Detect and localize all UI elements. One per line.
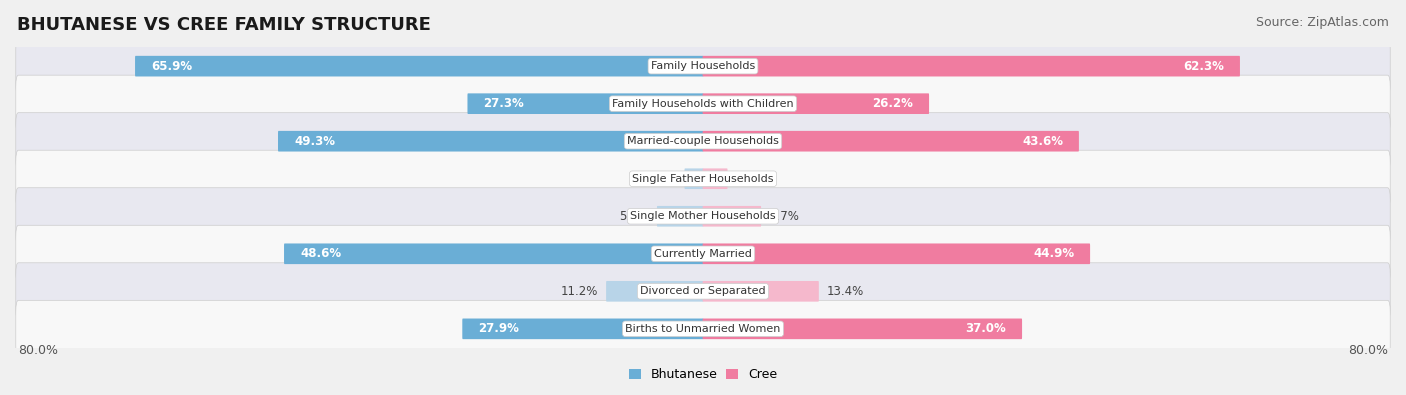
- Text: 5.3%: 5.3%: [619, 210, 648, 223]
- FancyBboxPatch shape: [15, 75, 1391, 132]
- Text: Divorced or Separated: Divorced or Separated: [640, 286, 766, 296]
- FancyBboxPatch shape: [703, 206, 761, 227]
- Text: 2.8%: 2.8%: [735, 172, 765, 185]
- FancyBboxPatch shape: [703, 56, 1240, 77]
- FancyBboxPatch shape: [15, 150, 1391, 207]
- Text: 80.0%: 80.0%: [1347, 344, 1388, 357]
- Text: 43.6%: 43.6%: [1022, 135, 1063, 148]
- FancyBboxPatch shape: [15, 113, 1391, 170]
- FancyBboxPatch shape: [15, 38, 1391, 95]
- Text: 2.1%: 2.1%: [647, 172, 676, 185]
- FancyBboxPatch shape: [15, 225, 1391, 282]
- FancyBboxPatch shape: [278, 131, 703, 152]
- Text: Family Households: Family Households: [651, 61, 755, 71]
- Text: 49.3%: 49.3%: [294, 135, 335, 148]
- FancyBboxPatch shape: [703, 168, 727, 189]
- FancyBboxPatch shape: [15, 188, 1391, 245]
- Text: Family Households with Children: Family Households with Children: [612, 99, 794, 109]
- Text: 6.7%: 6.7%: [769, 210, 799, 223]
- Text: 48.6%: 48.6%: [299, 247, 342, 260]
- Text: Single Father Households: Single Father Households: [633, 174, 773, 184]
- FancyBboxPatch shape: [685, 168, 703, 189]
- FancyBboxPatch shape: [135, 56, 703, 77]
- FancyBboxPatch shape: [463, 318, 703, 339]
- FancyBboxPatch shape: [703, 243, 1090, 264]
- Text: BHUTANESE VS CREE FAMILY STRUCTURE: BHUTANESE VS CREE FAMILY STRUCTURE: [17, 16, 430, 34]
- Text: Single Mother Households: Single Mother Households: [630, 211, 776, 221]
- Text: 27.3%: 27.3%: [484, 97, 524, 110]
- Text: 80.0%: 80.0%: [18, 344, 59, 357]
- FancyBboxPatch shape: [467, 93, 703, 114]
- Text: Births to Unmarried Women: Births to Unmarried Women: [626, 324, 780, 334]
- FancyBboxPatch shape: [284, 243, 703, 264]
- Text: 27.9%: 27.9%: [478, 322, 519, 335]
- Text: Married-couple Households: Married-couple Households: [627, 136, 779, 146]
- Text: 26.2%: 26.2%: [872, 97, 912, 110]
- Text: Source: ZipAtlas.com: Source: ZipAtlas.com: [1256, 16, 1389, 29]
- FancyBboxPatch shape: [606, 281, 703, 302]
- Text: 13.4%: 13.4%: [827, 285, 865, 298]
- FancyBboxPatch shape: [15, 300, 1391, 357]
- Text: 37.0%: 37.0%: [966, 322, 1007, 335]
- FancyBboxPatch shape: [703, 93, 929, 114]
- FancyBboxPatch shape: [657, 206, 703, 227]
- Legend: Bhutanese, Cree: Bhutanese, Cree: [624, 363, 782, 386]
- Text: 65.9%: 65.9%: [150, 60, 193, 73]
- Text: 62.3%: 62.3%: [1182, 60, 1225, 73]
- Text: 11.2%: 11.2%: [561, 285, 598, 298]
- FancyBboxPatch shape: [703, 318, 1022, 339]
- FancyBboxPatch shape: [703, 131, 1078, 152]
- FancyBboxPatch shape: [703, 281, 818, 302]
- Text: Currently Married: Currently Married: [654, 249, 752, 259]
- Text: 44.9%: 44.9%: [1033, 247, 1074, 260]
- FancyBboxPatch shape: [15, 263, 1391, 320]
